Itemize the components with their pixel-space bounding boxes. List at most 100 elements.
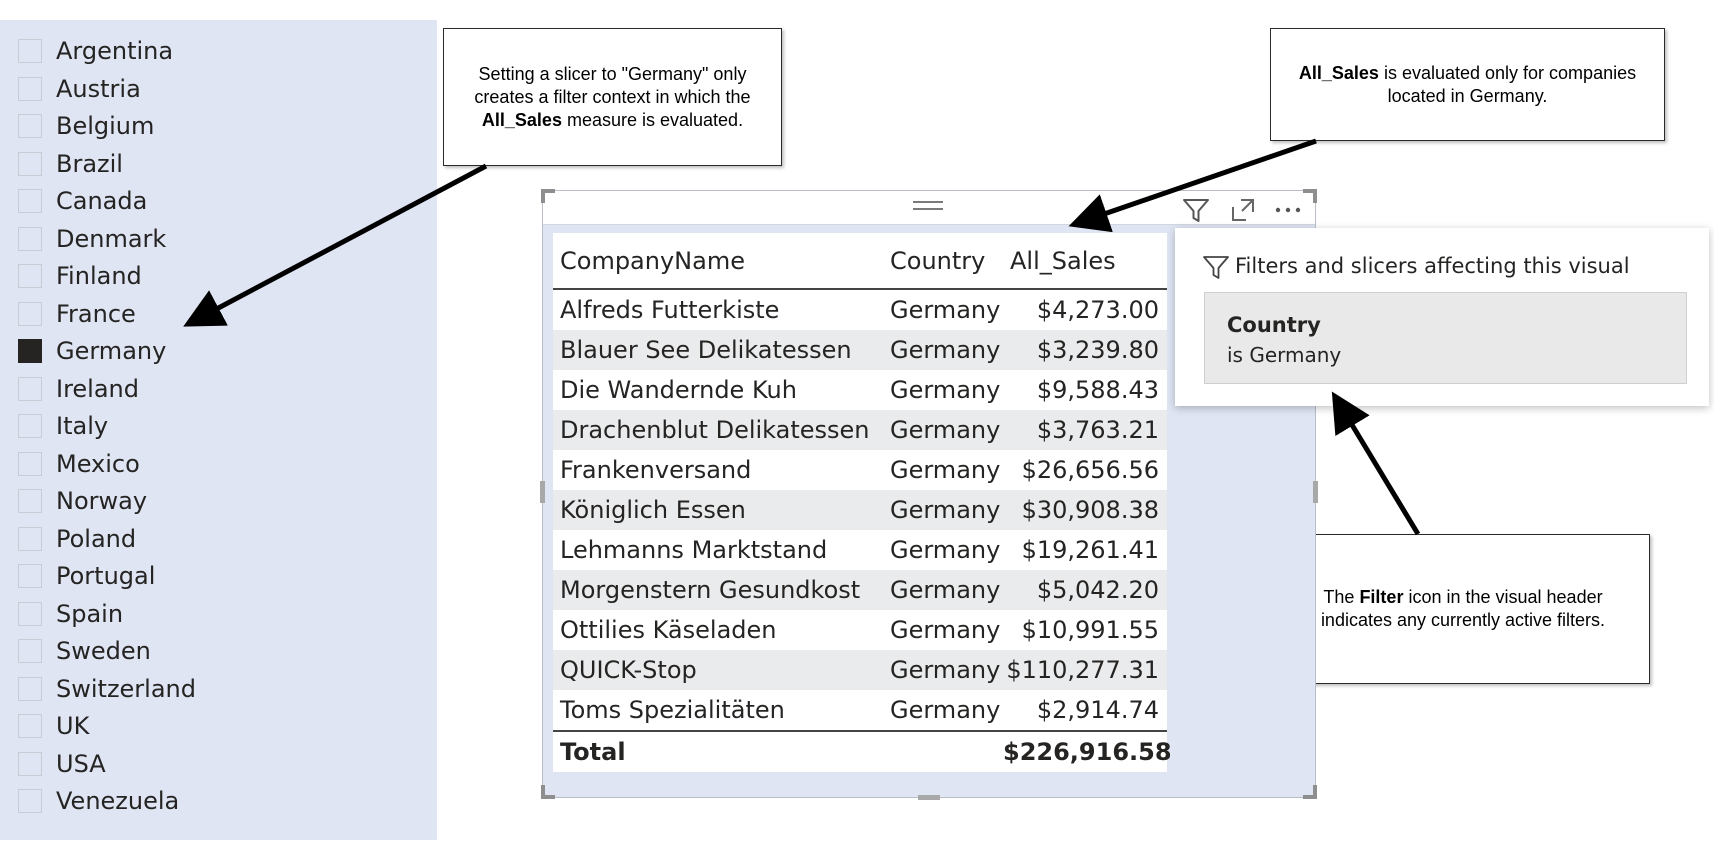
table-row[interactable]: Drachenblut Delikatessen Germany $3,763.21 xyxy=(553,410,1167,450)
company-name-cell: Ottilies Käseladen xyxy=(560,616,777,644)
slicer-checkbox[interactable] xyxy=(18,226,42,251)
slicer-item-norway[interactable]: Norway xyxy=(18,484,147,518)
slicer-checkbox[interactable] xyxy=(18,714,42,738)
column-header-companyname[interactable]: CompanyName xyxy=(560,246,745,275)
slicer-checkbox[interactable] xyxy=(18,639,42,663)
country-cell: Germany xyxy=(890,576,1001,604)
slicer-item-france[interactable]: France xyxy=(18,297,136,331)
slicer-item-argentina[interactable]: Argentina xyxy=(18,34,173,68)
resize-corner-top-right[interactable] xyxy=(1303,189,1317,203)
resize-corner-bottom-left[interactable] xyxy=(541,785,555,799)
all-sales-cell: $10,991.55 xyxy=(1021,616,1159,644)
filter-field: Country xyxy=(1227,313,1321,337)
slicer-item-poland[interactable]: Poland xyxy=(18,522,136,556)
slicer-item-germany[interactable]: Germany xyxy=(18,334,166,368)
table-row[interactable]: Frankenversand Germany $26,656.56 xyxy=(553,450,1167,490)
table-row[interactable]: Morgenstern Gesundkost Germany $5,042.20 xyxy=(553,570,1167,610)
slicer-checkbox[interactable] xyxy=(18,751,42,776)
table-row[interactable]: Ottilies Käseladen Germany $10,991.55 xyxy=(553,610,1167,650)
slicer-item-label: France xyxy=(56,299,136,328)
slicer-arrow xyxy=(183,163,488,327)
slicer-checkbox[interactable] xyxy=(18,189,42,213)
slicer-item-label: Belgium xyxy=(56,112,155,140)
table-visual[interactable]: CompanyName Country All_Sales Alfreds Fu… xyxy=(540,189,1318,800)
slicer-item-canada[interactable]: Canada xyxy=(18,184,147,218)
slicer-item-spain[interactable]: Spain xyxy=(18,597,123,631)
slicer-checkbox[interactable] xyxy=(18,114,42,138)
resize-corner-bottom-right[interactable] xyxy=(1303,785,1317,799)
slicer-item-label: UK xyxy=(56,712,90,740)
company-name-cell: Lehmanns Marktstand xyxy=(560,536,828,564)
slicer-checkbox[interactable] xyxy=(18,339,42,363)
slicer-checkbox[interactable] xyxy=(18,301,42,326)
table-row[interactable]: Blauer See Delikatessen Germany $3,239.80 xyxy=(553,330,1167,370)
resize-handle-left[interactable] xyxy=(540,481,545,503)
slicer-item-italy[interactable]: Italy xyxy=(18,409,108,443)
slicer-item-switzerland[interactable]: Switzerland xyxy=(18,672,196,706)
slicer-item-venezuela[interactable]: Venezuela xyxy=(18,784,179,818)
company-name-cell: Frankenversand xyxy=(560,456,752,484)
table-row[interactable]: Lehmanns Marktstand Germany $19,261.41 xyxy=(553,530,1167,570)
company-name-cell: Alfreds Futterkiste xyxy=(560,296,780,324)
slicer-item-label: Argentina xyxy=(56,37,174,65)
slicer-item-label: Austria xyxy=(56,74,141,103)
slicer-checkbox[interactable] xyxy=(18,526,42,551)
table-row[interactable]: Toms Spezialitäten Germany $2,914.74 xyxy=(553,690,1167,730)
slicer-checkbox[interactable] xyxy=(18,451,42,476)
table-row[interactable]: QUICK-Stop Germany $110,277.31 xyxy=(553,650,1167,690)
drag-grip-icon[interactable] xyxy=(913,201,943,213)
company-name-cell: Drachenblut Delikatessen xyxy=(560,416,870,444)
slicer-checkbox[interactable] xyxy=(18,151,42,176)
focus-mode-icon[interactable] xyxy=(1228,195,1258,225)
slicer-checkbox[interactable] xyxy=(18,789,42,813)
slicer-item-finland[interactable]: Finland xyxy=(18,259,142,293)
slicer-checkbox[interactable] xyxy=(18,676,42,701)
slicer-item-denmark[interactable]: Denmark xyxy=(18,222,166,256)
slicer-checkbox[interactable] xyxy=(18,376,42,401)
country-cell: Germany xyxy=(890,336,1001,364)
column-header-all-sales[interactable]: All_Sales xyxy=(1010,246,1116,275)
resize-handle-right[interactable] xyxy=(1313,481,1318,503)
table-row[interactable]: Die Wandernde Kuh Germany $9,588.43 xyxy=(553,370,1167,410)
slicer-checkbox[interactable] xyxy=(18,264,42,288)
popup-title: Filters and slicers affecting this visua… xyxy=(1235,254,1630,278)
slicer-item-sweden[interactable]: Sweden xyxy=(18,634,151,668)
resize-corner-top-left[interactable] xyxy=(541,189,555,203)
slicer-item-uk[interactable]: UK xyxy=(18,709,89,743)
slicer-checkbox[interactable] xyxy=(18,601,42,626)
slicer-item-austria[interactable]: Austria xyxy=(18,72,141,106)
slicer-checkbox[interactable] xyxy=(18,489,42,513)
slicer-checkbox[interactable] xyxy=(18,564,42,588)
slicer-item-ireland[interactable]: Ireland xyxy=(18,372,139,406)
measure-callout: All_Sales is evaluated only for companie… xyxy=(1270,28,1665,141)
slicer-item-label: Norway xyxy=(56,487,148,515)
resize-handle-bottom[interactable] xyxy=(918,795,940,800)
more-options-icon[interactable] xyxy=(1273,195,1303,225)
slicer-item-brazil[interactable]: Brazil xyxy=(18,147,123,181)
table-row[interactable]: Königlich Essen Germany $30,908.38 xyxy=(553,490,1167,530)
table-body: Alfreds Futterkiste Germany $4,273.00 Blaue… xyxy=(553,290,1167,730)
slicer-callout-bold: All_Sales xyxy=(481,109,562,130)
slicer-checkbox[interactable] xyxy=(18,76,42,101)
slicer-item-label: Canada xyxy=(56,187,148,215)
column-header-country[interactable]: Country xyxy=(890,246,986,275)
slicer-checkbox[interactable] xyxy=(18,414,42,438)
filter-callout-pre: The xyxy=(1323,587,1360,607)
slicer-item-belgium[interactable]: Belgium xyxy=(18,109,154,143)
country-cell: Germany xyxy=(890,456,1001,484)
slicer-checkbox[interactable] xyxy=(18,39,42,63)
filter-card-country[interactable]: Country is Germany xyxy=(1204,292,1687,384)
slicer-item-portugal[interactable]: Portugal xyxy=(18,559,155,593)
filter-arrow xyxy=(1331,391,1421,536)
slicer-item-usa[interactable]: USA xyxy=(18,747,106,781)
all-sales-cell: $26,656.56 xyxy=(1021,456,1159,484)
slicer-callout-pre: Setting a slicer to "Germany" only creat… xyxy=(474,63,751,107)
slicer-callout-post: measure is evaluated. xyxy=(561,109,744,130)
filter-icon[interactable] xyxy=(1181,195,1211,225)
all-sales-cell: $110,277.31 xyxy=(1006,656,1159,684)
country-cell: Germany xyxy=(890,696,1001,724)
slicer-item-mexico[interactable]: Mexico xyxy=(18,447,140,481)
all-sales-cell: $30,908.38 xyxy=(1021,496,1159,524)
filter-callout: The Filter icon in the visual header ind… xyxy=(1276,534,1650,684)
table-row[interactable]: Alfreds Futterkiste Germany $4,273.00 xyxy=(553,290,1167,330)
